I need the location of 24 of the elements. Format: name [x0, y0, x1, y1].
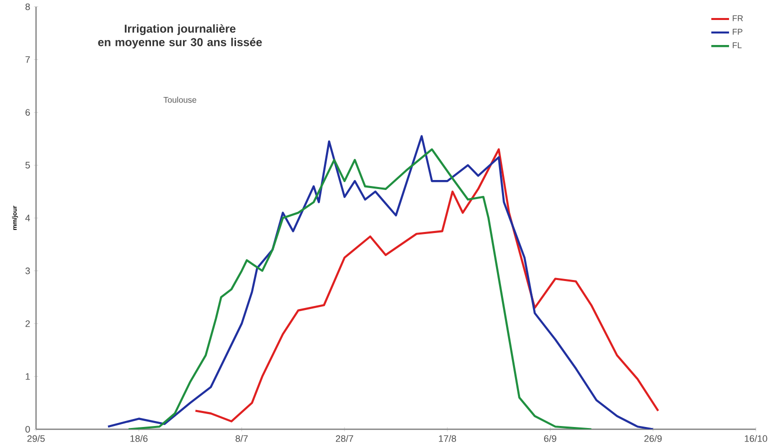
x-tick-label: 18/6 [130, 434, 148, 442]
y-tick-label: 3 [25, 267, 30, 274]
y-tick-label: 5 [25, 162, 30, 168]
y-tick-label: 8 [25, 3, 30, 10]
y-tick-label: 6 [26, 108, 30, 116]
line-series [194, 148, 660, 422]
y-tick-label: 0 [25, 426, 30, 432]
y-tick-label: 2 [26, 320, 30, 327]
y-tick-label: 1 [26, 373, 30, 380]
text: Irrigation journalière en moyenne sur 30 ans lissée [98, 24, 262, 48]
x-tick-label: 17/8 [438, 434, 456, 442]
x-tick-label: 16/10 [744, 434, 768, 442]
y-tick-label: 7 [26, 56, 30, 63]
line-series [128, 148, 592, 430]
legend-label: FP [732, 28, 742, 34]
text: Toulouse [164, 96, 196, 103]
y-tick-label: 4 [25, 214, 30, 222]
x-tick-label: 29/5 [27, 434, 45, 442]
x-tick-label: 28/7 [336, 434, 354, 442]
legend-label: FR [732, 15, 743, 21]
x-tick-label: 6/9 [544, 434, 556, 442]
x-tick-label: 26/9 [644, 434, 662, 442]
legend-label: FL [732, 42, 742, 48]
x-tick-label: 8/7 [236, 434, 248, 442]
